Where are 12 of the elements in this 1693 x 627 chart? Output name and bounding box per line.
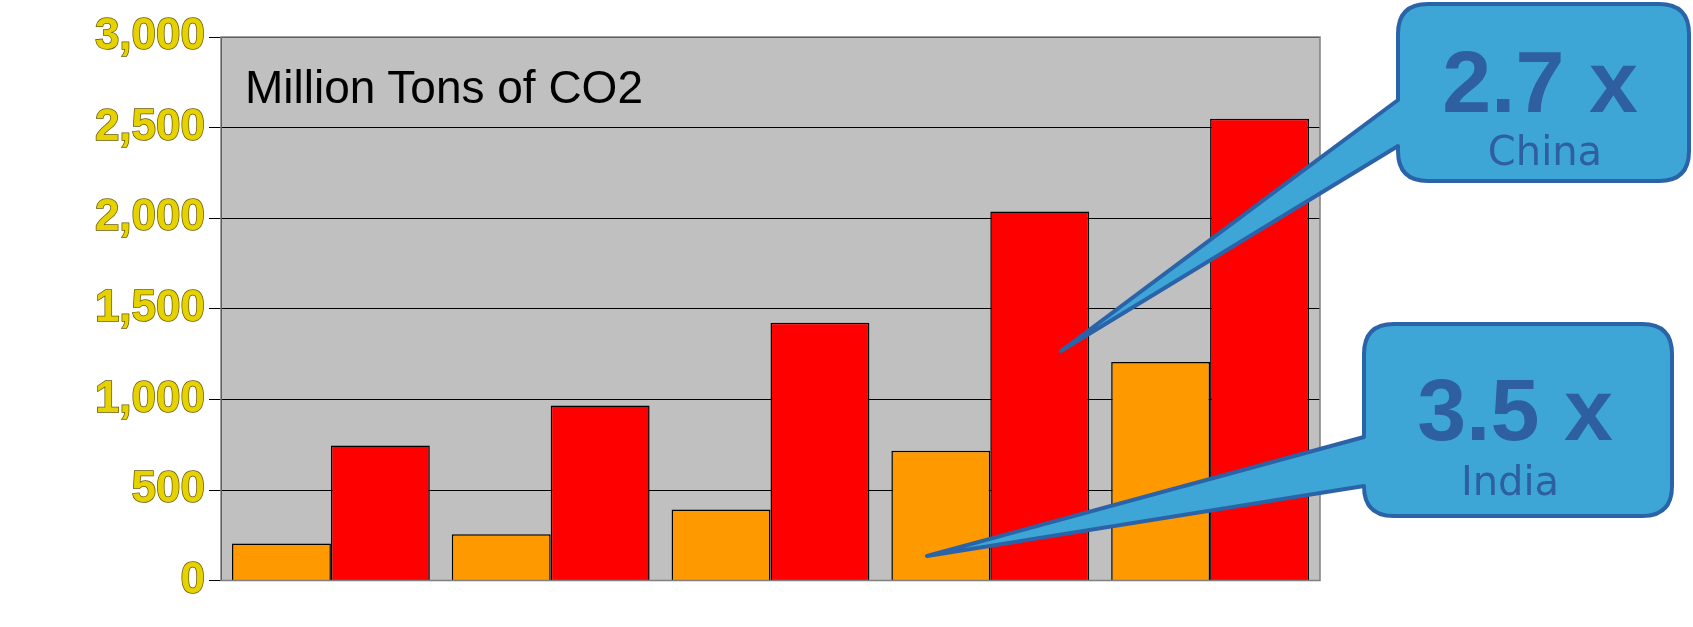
text: 3.5 x [1417, 360, 1613, 459]
text: 2.7 x [1442, 32, 1638, 131]
y-tick-label: 0 [180, 552, 205, 602]
y-tick-label: 3,000 [94, 9, 205, 59]
y-tick-label: 1,500 [94, 280, 205, 330]
y-tick-label: 2,500 [94, 99, 205, 149]
text: Million Tons of CO2 [245, 60, 643, 113]
y-tick-label: 1,000 [94, 371, 205, 421]
text: China [1487, 128, 1603, 174]
y-tick-label: 2,000 [94, 190, 205, 240]
y-tick-label: 500 [131, 462, 205, 512]
text: India [1460, 458, 1560, 504]
